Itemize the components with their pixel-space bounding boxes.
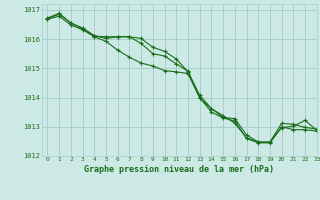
- X-axis label: Graphe pression niveau de la mer (hPa): Graphe pression niveau de la mer (hPa): [84, 165, 274, 174]
